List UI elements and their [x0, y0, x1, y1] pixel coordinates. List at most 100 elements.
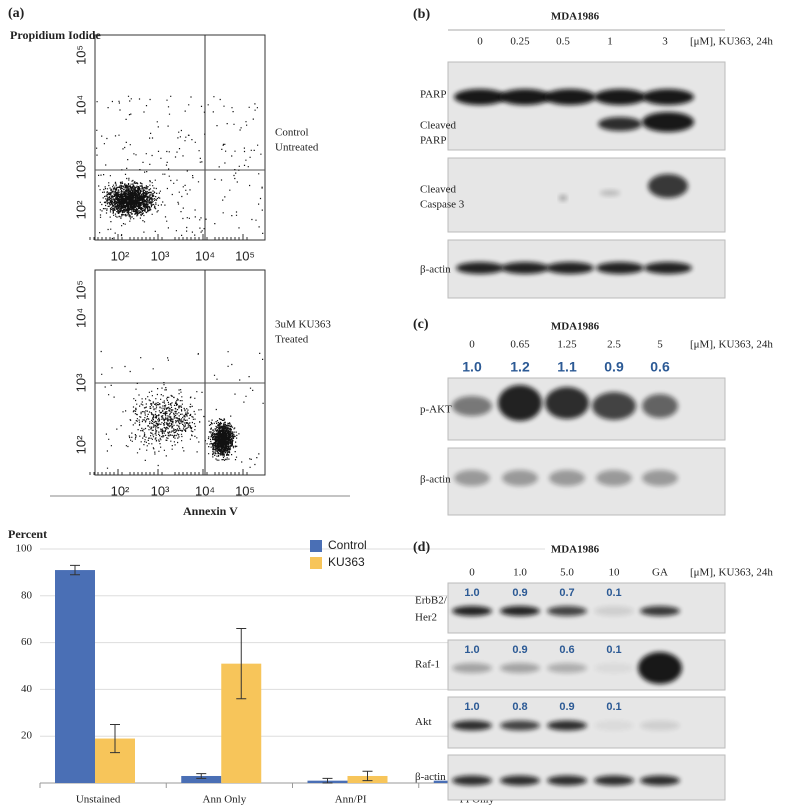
- blot-membrane: [447, 447, 726, 516]
- y-tick-label: 10⁴: [73, 95, 88, 115]
- error-bar: [110, 724, 120, 754]
- band-quant: 1.2: [510, 359, 530, 375]
- blot-band: [644, 262, 692, 274]
- blot-band: [648, 174, 688, 198]
- blot-band: [547, 720, 587, 731]
- lane-label: 3: [662, 36, 668, 48]
- lane-label: 5.0: [560, 567, 574, 579]
- x-tick-label: 10³: [151, 248, 170, 263]
- lane-label: 1: [607, 36, 613, 48]
- cell-line: MDA1986: [551, 321, 600, 333]
- axis-title: Annexin V: [183, 504, 238, 518]
- blot-band: [640, 720, 680, 731]
- condition-label: Treated: [275, 334, 309, 346]
- cell-line: MDA1986: [551, 544, 600, 556]
- blot-band: [502, 470, 538, 486]
- axis-title: Percent: [8, 527, 47, 541]
- band-quant: 0.1: [606, 701, 621, 713]
- row-label: PARP: [420, 135, 447, 147]
- band-quant: 0.9: [559, 701, 574, 713]
- condition-label: 3uM KU363: [275, 319, 331, 331]
- x-tick-label: 10⁵: [235, 248, 255, 263]
- blot-membrane: [447, 696, 726, 749]
- blot-band: [546, 262, 594, 274]
- x-tick-label: 10³: [151, 483, 170, 498]
- y-tick-label: 100: [16, 543, 33, 555]
- blot-band: [638, 652, 682, 684]
- lane-label: 2.5: [607, 339, 621, 351]
- blot-band: [501, 262, 549, 274]
- error-bar: [322, 777, 333, 784]
- panel-label: (c): [413, 317, 429, 332]
- y-tick-label: 40: [21, 683, 33, 695]
- blot-membrane: [447, 157, 726, 233]
- y-tick-label: 80: [21, 589, 33, 601]
- legend-swatch: [310, 540, 322, 552]
- legend-label: Control: [328, 538, 367, 552]
- blot-band: [500, 720, 540, 731]
- x-tick-label: 10⁴: [195, 248, 215, 263]
- band-quant: 0.9: [512, 644, 527, 656]
- unit-label: [μM], KU363, 24h: [690, 339, 773, 351]
- unit-label: [μM], KU363, 24h: [690, 567, 773, 579]
- error-bar: [362, 770, 373, 782]
- band-quant: 1.0: [464, 644, 479, 656]
- bar: [55, 570, 95, 783]
- blot-band: [456, 262, 504, 274]
- blot-band: [452, 720, 492, 731]
- panel-label: (a): [8, 6, 25, 21]
- blot-band: [594, 606, 634, 616]
- legend-swatch: [310, 557, 322, 569]
- lane-label: 0: [477, 36, 483, 48]
- blot-band: [500, 775, 540, 786]
- blot-band: [594, 775, 634, 786]
- panel-label: (b): [413, 7, 430, 22]
- blot-band: [454, 470, 490, 486]
- row-label: Raf-1: [415, 659, 440, 671]
- band-quant: 0.8: [512, 701, 527, 713]
- condition-label: Control: [275, 127, 309, 139]
- blot-band: [498, 385, 542, 421]
- row-label: Cleaved: [420, 184, 457, 196]
- y-tick-label: 10²: [73, 435, 88, 454]
- blot-band: [547, 606, 587, 616]
- legend-label: KU363: [328, 555, 365, 569]
- blot-band: [452, 775, 492, 786]
- blot-band: [642, 112, 694, 132]
- band-quant: 0.1: [606, 644, 621, 656]
- blot-band: [596, 262, 644, 274]
- y-tick-label: 60: [21, 636, 33, 648]
- condition-label: Untreated: [275, 142, 319, 154]
- x-tick-label: 10²: [111, 248, 130, 263]
- blot-band: [500, 606, 540, 616]
- bar: [181, 775, 222, 783]
- blot-band: [594, 720, 634, 731]
- lane-label: 5: [657, 339, 663, 351]
- blot-band: [596, 470, 632, 486]
- lane-label: 1.0: [513, 567, 527, 579]
- band-quant: 0.7: [559, 587, 574, 599]
- blot-band: [452, 663, 492, 673]
- y-tick-label: 10³: [73, 373, 88, 392]
- event-cloud: [96, 95, 264, 240]
- row-label: Akt: [415, 716, 432, 728]
- y-tick-label: 10³: [73, 160, 88, 179]
- x-tick-label: Unstained: [76, 794, 121, 806]
- plot-frame: [94, 269, 266, 476]
- unit-label: [μM], KU363, 24h: [690, 36, 773, 48]
- panel-label: (d): [413, 540, 430, 555]
- x-tick-label: 10⁴: [195, 483, 215, 498]
- band-quant: 0.6: [650, 359, 670, 375]
- y-tick-label: 10⁵: [73, 45, 88, 65]
- lane-label: 1.25: [557, 339, 577, 351]
- blot-band: [547, 775, 587, 786]
- row-label: p-AKT: [420, 404, 452, 416]
- blot-band: [547, 663, 587, 673]
- x-tick-label: Ann/PI: [335, 794, 367, 806]
- lane-label: 0: [469, 339, 475, 351]
- blot-band: [640, 606, 680, 616]
- blot-band: [598, 117, 642, 131]
- x-tick-label: Ann Only: [203, 794, 247, 806]
- band-quant: 1.0: [464, 587, 479, 599]
